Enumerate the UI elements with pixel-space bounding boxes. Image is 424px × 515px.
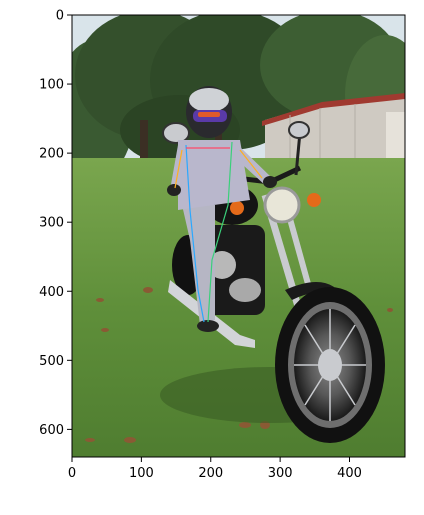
fallen-leaves (85, 287, 393, 443)
front-wheel (275, 287, 385, 443)
photo (72, 15, 405, 457)
x-tick-label: 0 (68, 466, 76, 481)
y-tick-label: 600 (39, 423, 64, 438)
y-tick-label: 300 (39, 216, 64, 231)
y-tick-label: 400 (39, 285, 64, 300)
x-tick-label: 300 (268, 466, 293, 481)
y-tick-label: 0 (56, 9, 64, 24)
x-tick-label: 200 (198, 466, 223, 481)
y-tick-label: 500 (39, 354, 64, 369)
x-axis: 0 100 200 300 400 (68, 457, 362, 481)
annotation-lines (174, 141, 263, 323)
rider (167, 86, 277, 332)
x-tick-label: 400 (337, 466, 362, 481)
axes-frame (71, 14, 406, 458)
x-tick-label: 100 (129, 466, 154, 481)
y-axis: 0 100 200 300 400 500 600 (39, 9, 72, 438)
y-tick-label: 200 (39, 147, 64, 162)
y-tick-label: 100 (39, 78, 64, 93)
